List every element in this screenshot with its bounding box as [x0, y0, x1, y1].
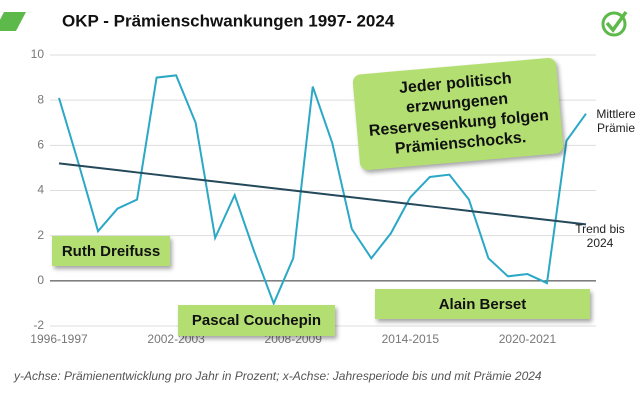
legend-label: Trend bis 2024 — [575, 222, 625, 250]
annotation: Pascal Couchepin — [178, 305, 335, 336]
y-tick-label: -2 — [33, 318, 44, 332]
annotation: Ruth Dreifuss — [52, 236, 170, 266]
annotation: Alain Berset — [375, 289, 590, 319]
y-tick-label: 0 — [37, 273, 44, 287]
legend-label: Mittlere Prämie — [596, 107, 636, 135]
series-line — [58, 74, 587, 307]
logo-shape — [0, 12, 26, 31]
x-tick-label: 2014-2015 — [382, 332, 440, 346]
y-tick-label: 10 — [31, 47, 45, 61]
y-tick-label: 2 — [37, 228, 44, 242]
check-icon — [601, 10, 628, 37]
series-line — [58, 162, 587, 226]
y-tick-label: 8 — [37, 92, 44, 106]
callout: Jeder politisch erzwungenen Reservesenku… — [352, 57, 564, 171]
y-tick-label: 4 — [37, 183, 44, 197]
chart-title: OKP - Prämienschwankungen 1997- 2024 — [62, 11, 395, 30]
footnote: y-Achse: Prämienentwicklung pro Jahr in … — [13, 369, 542, 383]
x-tick-label: 2020-2021 — [499, 332, 557, 346]
y-tick-label: 6 — [37, 138, 44, 152]
x-tick-label: 1996-1997 — [30, 332, 88, 346]
